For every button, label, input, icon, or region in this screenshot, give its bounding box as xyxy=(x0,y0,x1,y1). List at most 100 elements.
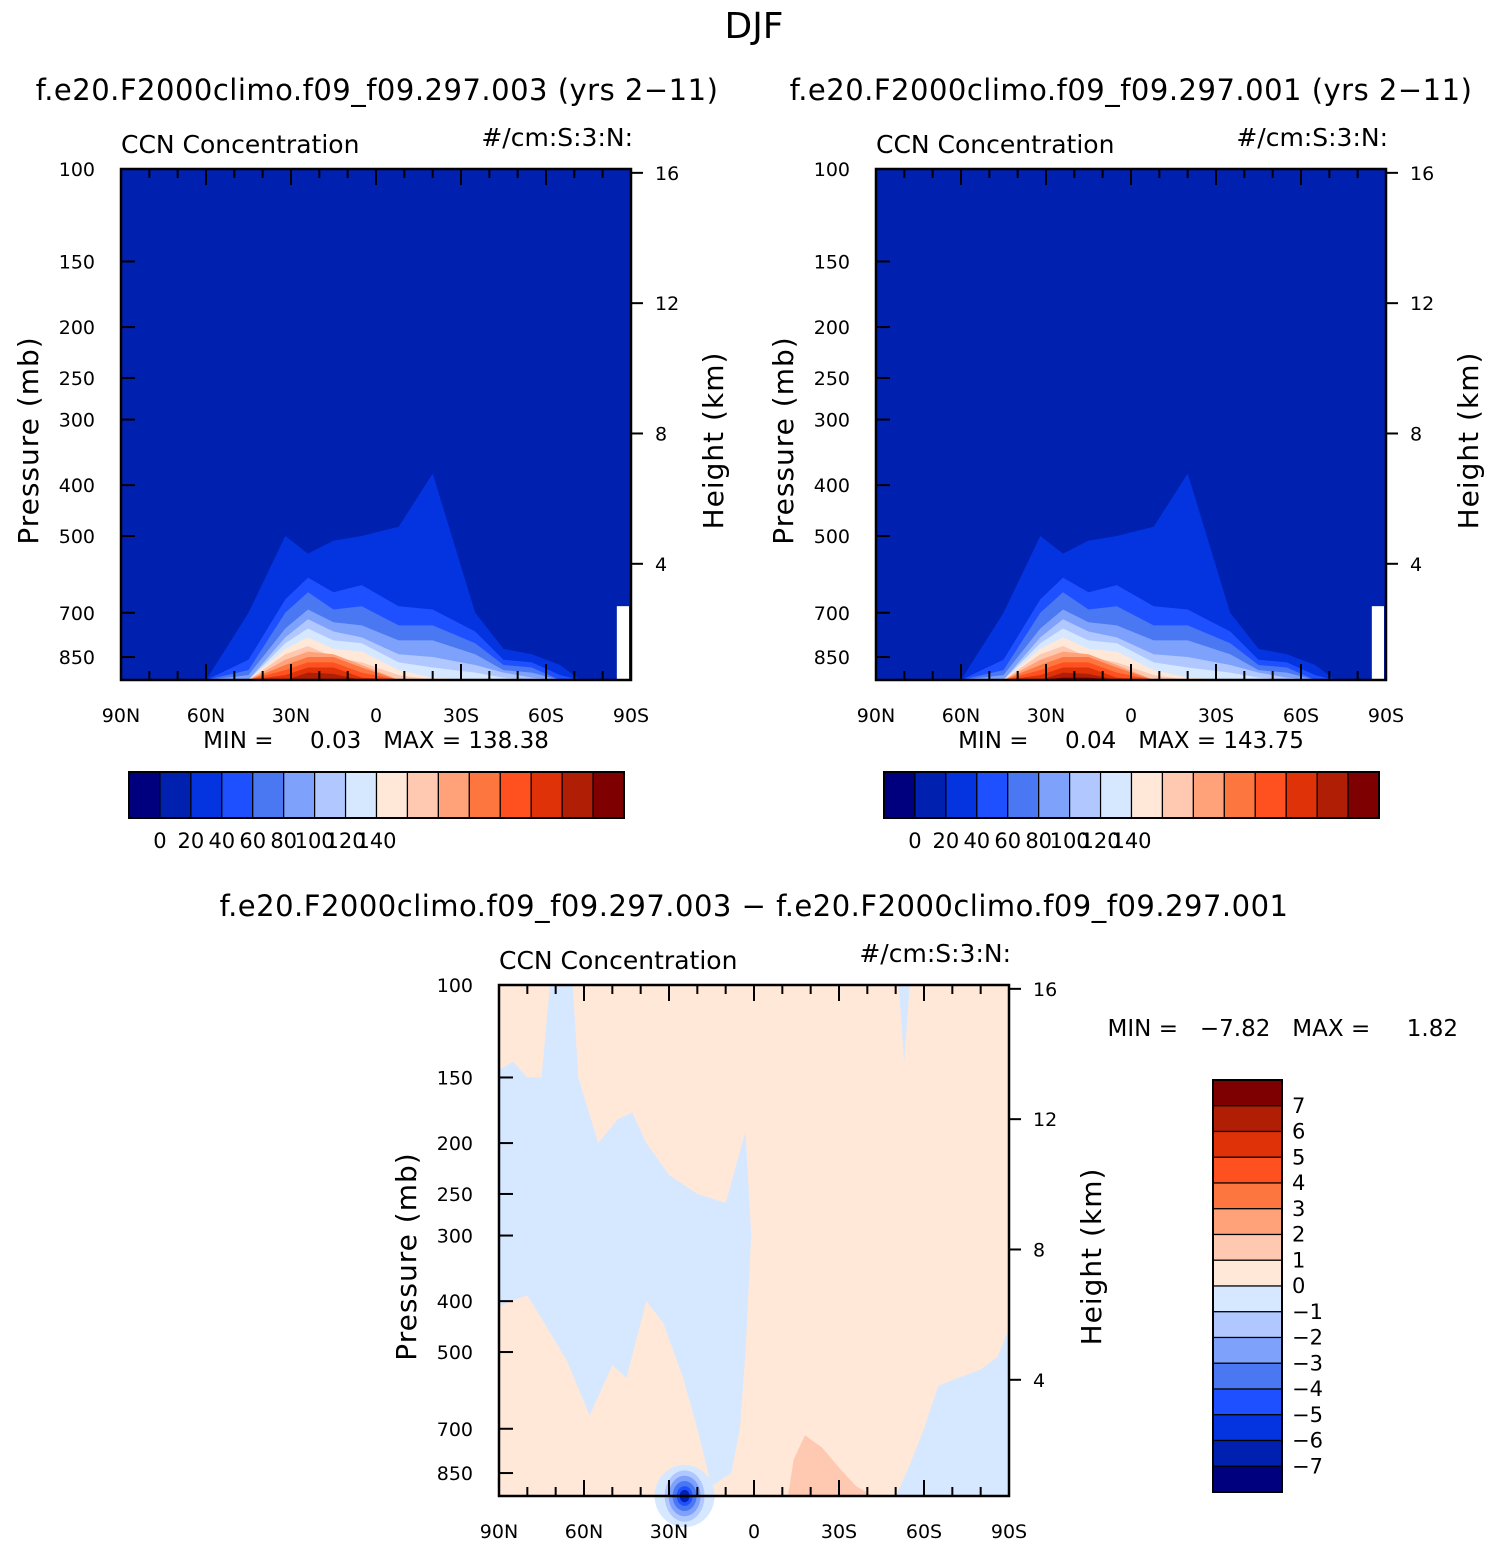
left-plot-area: 100 150 200 250 300 400 500 700 850 16 12 8 4 90N 60N 3… xyxy=(12,159,730,727)
left-xtick-label: 90S xyxy=(613,705,649,727)
diff-colorbar-frame xyxy=(1212,1079,1283,1493)
left-colorbar-box xyxy=(499,771,532,819)
diff-y2tick-label: 12 xyxy=(1033,1109,1057,1131)
left-colorbar-box xyxy=(283,771,316,819)
left-colorbar-box xyxy=(252,771,285,819)
right-colorbar-label: 140 xyxy=(1111,829,1151,853)
right-case-title: f.e20.F2000climo.f09_f09.297.001 (yrs 2−… xyxy=(790,73,1473,107)
diff-colorbar-label: −4 xyxy=(1292,1377,1323,1401)
left-colorbar-box xyxy=(592,771,625,819)
diff-colorbar-label: 7 xyxy=(1292,1094,1305,1118)
diff-colorbar-label: −6 xyxy=(1292,1429,1323,1453)
diff-colorbar-label: 3 xyxy=(1292,1197,1305,1221)
left-units-label: #/cm:S:3:N: xyxy=(481,123,633,152)
left-ytick-label: 700 xyxy=(59,603,95,625)
diff-y2-axis-title: Height (km) xyxy=(1075,1168,1108,1346)
diff-colorbar-box xyxy=(1212,1208,1283,1236)
diff-colorbar-box xyxy=(1212,1414,1283,1442)
right-colorbar-label: 40 xyxy=(963,829,990,853)
left-ytick-label: 400 xyxy=(59,475,95,497)
left-case-title: f.e20.F2000climo.f09_f09.297.003 (yrs 2−… xyxy=(36,73,719,107)
right-colorbar-label: 0 xyxy=(908,829,921,853)
left-colorbar-label: 100 xyxy=(295,829,335,853)
right-ytick-label: 400 xyxy=(814,475,850,497)
diff-colorbar-label: 6 xyxy=(1292,1120,1305,1144)
diff-ytick-label: 400 xyxy=(437,1291,473,1313)
left-colorbar-label: 0 xyxy=(153,829,166,853)
diff-colorbar-box xyxy=(1212,1079,1283,1107)
left-colorbar-box xyxy=(375,771,409,819)
right-xtick-label: 0 xyxy=(1125,705,1137,727)
diff-xtick-label: 90S xyxy=(991,1521,1027,1543)
left-colorbar-box xyxy=(190,771,223,819)
diff-colorbar-box xyxy=(1212,1336,1283,1364)
diff-xtick-label: 60S xyxy=(906,1521,942,1543)
right-colorbar-box xyxy=(1099,771,1133,819)
left-colorbar-label: 140 xyxy=(356,829,396,853)
right-xtick-label: 60N xyxy=(942,705,980,727)
left-colorbar-label: 80 xyxy=(270,829,297,853)
diff-colorbar-label: 1 xyxy=(1292,1248,1305,1272)
left-y2tick-label: 8 xyxy=(655,423,667,445)
right-ytick-label: 100 xyxy=(814,159,850,181)
left-xtick-label: 90N xyxy=(102,705,140,727)
diff-negative-region-south xyxy=(895,1328,1009,1496)
diff-xtick-label: 30S xyxy=(821,1521,857,1543)
diff-colorbar-label: −3 xyxy=(1292,1351,1323,1375)
diff-colorbar-box xyxy=(1212,1105,1283,1133)
diff-negative-region-upper-south xyxy=(898,985,910,1062)
diff-colorbar-box xyxy=(1212,1388,1283,1416)
left-xtick-label: 30N xyxy=(272,705,310,727)
left-ytick-label: 250 xyxy=(59,368,95,390)
diff-colorbar-box xyxy=(1212,1285,1283,1313)
diff-ytick-label: 250 xyxy=(437,1184,473,1206)
right-xtick-label: 30S xyxy=(1198,705,1234,727)
left-colorbar-box xyxy=(128,771,161,819)
diff-stats: MIN = −7.82 MAX = 1.82 xyxy=(1108,1016,1458,1042)
left-colorbar-box xyxy=(437,771,470,819)
left-contour-band-130 xyxy=(206,672,580,680)
diff-xtick-label: 30N xyxy=(650,1521,688,1543)
left-ytick-label: 100 xyxy=(59,159,95,181)
left-colorbar-box xyxy=(561,771,594,819)
left-xtick-label: 30S xyxy=(443,705,479,727)
diff-colorbar-box xyxy=(1212,1439,1283,1467)
right-colorbar-box xyxy=(1038,771,1071,819)
right-panel: CCN Concentration #/cm:S:3:N: 1001502002… xyxy=(767,123,1485,853)
diff-panel: CCN Concentration #/cm:S:3:N: 1001502002… xyxy=(390,939,1458,1543)
left-ytick-label: 850 xyxy=(59,647,95,669)
diff-y-axis-title: Pressure (mb) xyxy=(390,1152,423,1360)
diff-colorbar-box xyxy=(1212,1233,1283,1261)
right-units-label: #/cm:S:3:N: xyxy=(1236,123,1388,152)
diff-colorbar-label: 2 xyxy=(1292,1223,1305,1247)
right-colorbar-box xyxy=(1254,771,1287,819)
right-ytick-label: 700 xyxy=(814,603,850,625)
diff-colorbar-label: −5 xyxy=(1292,1403,1323,1427)
right-colorbar-box xyxy=(1161,771,1194,819)
right-colorbar-box xyxy=(1007,771,1040,819)
left-xtick-label: 60N xyxy=(187,705,225,727)
left-colorbar-box xyxy=(314,771,347,819)
diff-ytick-label: 150 xyxy=(437,1067,473,1089)
diff-y2tick-label: 4 xyxy=(1033,1370,1045,1392)
right-missing-data xyxy=(1371,606,1384,679)
left-xtick-label: 0 xyxy=(370,705,382,727)
diff-colorbar-label: −2 xyxy=(1292,1326,1323,1350)
diff-colorbar-box xyxy=(1212,1362,1283,1390)
right-ytick-label: 850 xyxy=(814,647,850,669)
diff-ytick-label: 300 xyxy=(437,1226,473,1248)
right-xtick-label: 60S xyxy=(1283,705,1319,727)
right-ytick-label: 200 xyxy=(814,317,850,339)
left-y2tick-label: 12 xyxy=(655,293,679,315)
right-colorbar-box xyxy=(945,771,978,819)
right-ytick-label: 500 xyxy=(814,526,850,548)
right-y-axis-title: Pressure (mb) xyxy=(767,336,800,544)
left-colorbar-label: 60 xyxy=(239,829,266,853)
left-colorbar-box xyxy=(530,771,563,819)
left-ytick-label: 300 xyxy=(59,410,95,432)
right-colorbar-label: 100 xyxy=(1050,829,1090,853)
right-y2-axis-title: Height (km) xyxy=(1452,352,1485,530)
diff-positive-patch xyxy=(788,1435,873,1496)
